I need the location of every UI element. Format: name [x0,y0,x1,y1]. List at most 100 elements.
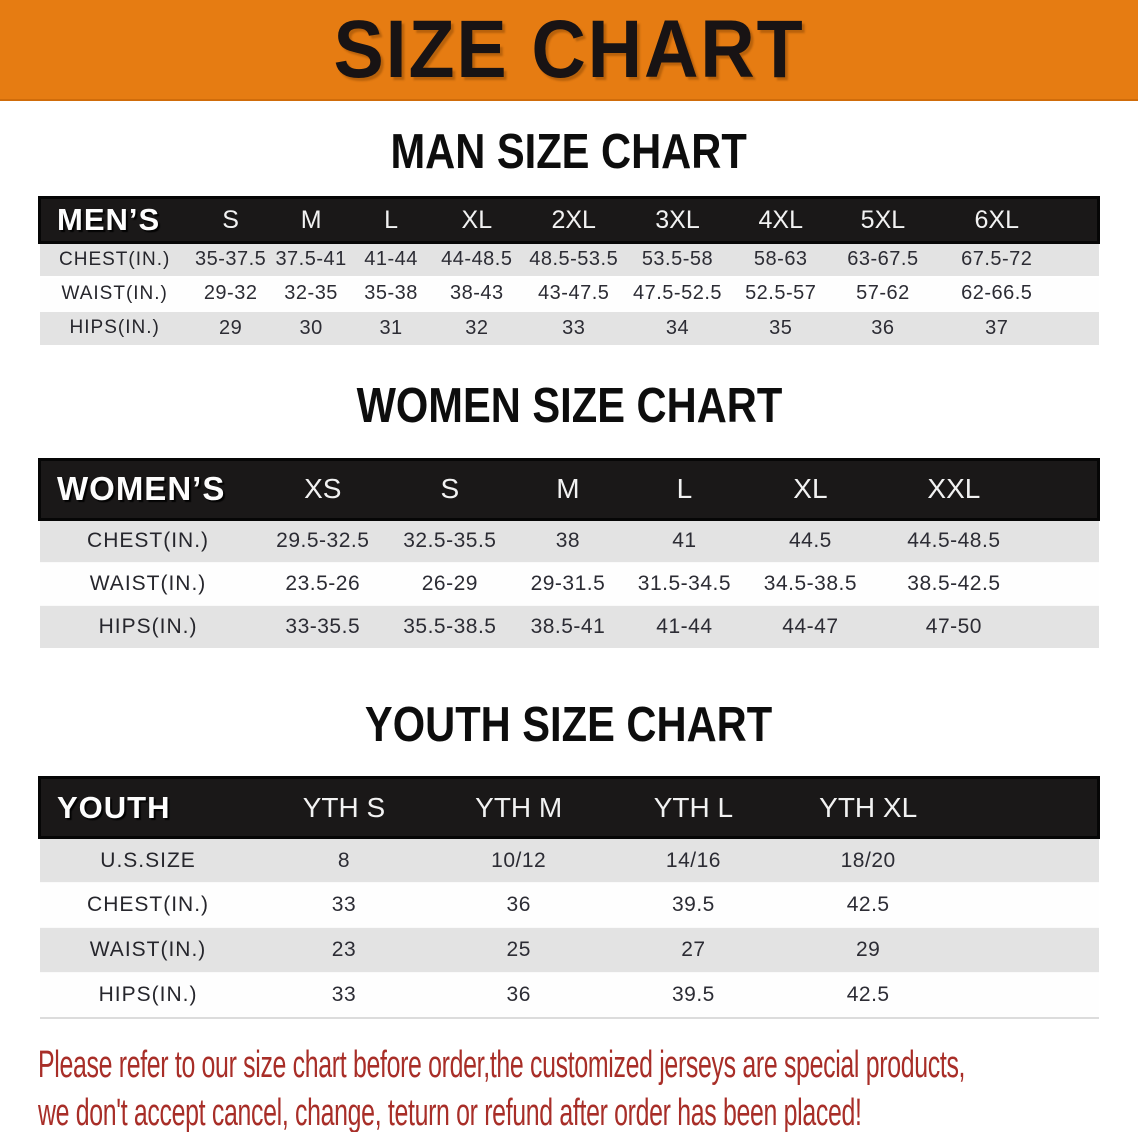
women-chest-filler [1031,519,1099,562]
men-waist-l: 35-38 [364,282,418,304]
man-heading-text: MAN SIZE CHART [390,125,748,179]
men-col-l: L [384,205,399,234]
women-waist-m: 29-31.5 [530,571,606,595]
women-chest-label: CHEST(IN.) [87,529,210,552]
women-waist-xs: 23.5-26 [285,571,361,595]
banner-title: SIZE CHART [333,3,805,95]
men-hips-s: 29 [219,316,243,339]
men-col-s: S [222,205,239,234]
youth-waist-s: 23 [331,938,357,961]
men-hips-6xl: 37 [985,316,1009,339]
youth-heading-text: YOUTH SIZE CHART [365,698,773,752]
women-header-row: WOMEN’S XS S M L XL XXL [39,459,1099,519]
youth-header-row: YOUTH YTH S YTH M YTH L YTH XL [39,777,1099,838]
men-header-row: MEN’S S M L XL 2XL 3XL 4XL 5XL 6XL [39,197,1099,243]
youth-chest-l: 39.5 [671,893,715,916]
men-waist-4xl: 52.5-57 [745,282,817,304]
youth-ussize-row: U.S.SIZE 8 10/12 14/16 18/20 [39,837,1099,883]
women-waist-filler [1031,562,1099,605]
men-chest-s: 35-37.5 [194,248,267,271]
men-corner-label: MEN’S [57,202,161,237]
youth-col-filler [956,778,1099,838]
youth-col-xl: YTH XL [819,791,918,823]
women-chest-row: CHEST(IN.) 29.5-32.5 32.5-35.5 38 41 44.… [39,519,1099,562]
women-col-s: S [440,473,460,504]
women-hips-xxl: 47-50 [925,614,982,638]
men-waist-filler [1059,277,1098,311]
man-section-heading: MAN SIZE CHART [0,125,1138,179]
youth-waist-filler [956,928,1099,973]
women-waist-label: WAIST(IN.) [89,571,207,595]
women-col-m: M [556,473,580,504]
men-waist-xl: 38-43 [450,282,504,304]
youth-hips-filler [956,973,1099,1018]
men-chest-4xl: 58-63 [753,248,808,271]
women-hips-xl: 44-47 [782,614,839,638]
men-waist-s: 29-32 [203,282,258,304]
women-col-l: L [676,473,693,504]
men-chest-3xl: 53.5-58 [641,248,714,271]
men-waist-5xl: 57-62 [856,282,910,304]
youth-ussize-xl: 18/20 [840,848,896,872]
youth-waist-xl: 29 [855,938,881,961]
men-col-m: M [300,205,322,234]
youth-hips-l: 39.5 [671,982,715,1006]
men-chest-6xl: 67.5-72 [961,248,1033,271]
youth-chest-label: CHEST(IN.) [87,893,210,916]
youth-hips-m: 36 [506,982,531,1006]
women-hips-l: 41-44 [656,614,713,638]
women-waist-row: WAIST(IN.) 23.5-26 26-29 29-31.5 31.5-34… [39,562,1099,605]
youth-ussize-label: U.S.SIZE [100,848,196,872]
banner: SIZE CHART [0,0,1138,101]
men-col-5xl: 5XL [860,205,906,234]
women-chest-l: 41 [672,529,697,552]
women-hips-filler [1031,605,1099,648]
men-col-filler [1059,198,1098,243]
youth-hips-row: HIPS(IN.) 33 36 39.5 42.5 [39,972,1099,1018]
youth-ussize-m: 10/12 [491,848,547,872]
youth-ussize-l: 14/16 [665,848,721,872]
youth-chest-filler [956,883,1099,928]
youth-waist-label: WAIST(IN.) [89,938,207,961]
women-size-table: WOMEN’S XS S M L XL XXL CHEST(IN.) 29.5-… [38,458,1100,648]
youth-ussize-s: 8 [337,848,351,872]
men-hips-4xl: 35 [769,316,793,339]
youth-col-l: YTH L [653,791,734,823]
women-col-xs: XS [304,473,342,504]
disclaimer-note: Please refer to our size chart before or… [0,1041,1138,1132]
men-chest-m: 37.5-41 [275,248,347,271]
youth-corner-label: YOUTH [57,789,171,825]
men-col-4xl: 4XL [758,205,803,234]
disclaimer-line-2: we don't accept cancel, change, teturn o… [38,1091,862,1132]
women-col-xxl: XXL [927,473,981,504]
men-hips-label: HIPS(IN.) [69,317,160,338]
women-hips-row: HIPS(IN.) 33-35.5 35.5-38.5 38.5-41 41-4… [39,605,1099,648]
men-waist-label: WAIST(IN.) [61,282,168,304]
youth-hips-xl: 42.5 [846,982,890,1006]
men-hips-m: 30 [299,316,323,339]
youth-chest-xl: 42.5 [846,893,890,916]
men-hips-5xl: 36 [871,316,895,339]
youth-hips-s: 33 [331,982,357,1006]
youth-section-heading: YOUTH SIZE CHART [0,698,1138,752]
youth-hips-label: HIPS(IN.) [98,982,198,1006]
men-chest-5xl: 63-67.5 [847,248,919,271]
youth-chest-s: 33 [331,893,357,916]
men-chest-l: 41-44 [364,248,418,271]
men-waist-m: 32-35 [284,282,338,304]
men-hips-filler [1059,311,1098,345]
women-hips-label: HIPS(IN.) [98,614,198,638]
men-chest-row: CHEST(IN.) 35-37.5 37.5-41 41-44 44-48.5… [39,242,1099,277]
disclaimer-line-1: Please refer to our size chart before or… [38,1043,966,1086]
men-hips-row: HIPS(IN.) 29 30 31 32 33 34 35 36 37 [39,310,1099,345]
women-hips-s: 35.5-38.5 [403,614,497,638]
women-section-heading: WOMEN SIZE CHART [0,381,1138,430]
youth-size-table: YOUTH YTH S YTH M YTH L YTH XL U.S.SIZE … [38,776,1100,1019]
men-col-3xl: 3XL [655,205,700,234]
women-chest-xxl: 44.5-48.5 [907,529,1001,552]
men-waist-6xl: 62-66.5 [961,282,1033,304]
men-col-6xl: 6XL [974,205,1019,234]
men-col-2xl: 2XL [551,205,596,234]
women-waist-xl: 34.5-38.5 [763,571,858,595]
